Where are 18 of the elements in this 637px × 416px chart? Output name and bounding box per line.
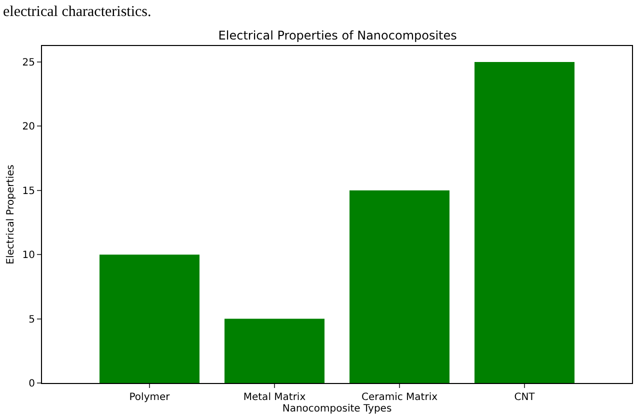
y-tick-label: 25 [22, 58, 35, 69]
y-tick-label: 0 [28, 378, 35, 390]
chart-title: Electrical Properties of Nanocomposites [218, 28, 457, 43]
x-tick-label: Ceramic Matrix [361, 392, 438, 403]
y-tick-label: 20 [22, 122, 35, 133]
bar [100, 254, 200, 383]
bar [474, 62, 574, 383]
y-tick-label: 15 [22, 186, 35, 197]
y-tick-label: 5 [28, 314, 35, 326]
x-tick-label: Polymer [129, 392, 171, 403]
y-tick-label: 10 [22, 250, 35, 262]
text: electrical characteristics. [3, 4, 152, 20]
bar [224, 318, 324, 383]
x-axis-title: Nanocomposite Types [282, 404, 392, 414]
x-tick-label: CNT [514, 392, 536, 403]
x-tick-label: Metal Matrix [243, 392, 306, 403]
y-axis-title: Electrical Properties [5, 164, 16, 264]
bar [350, 190, 450, 383]
